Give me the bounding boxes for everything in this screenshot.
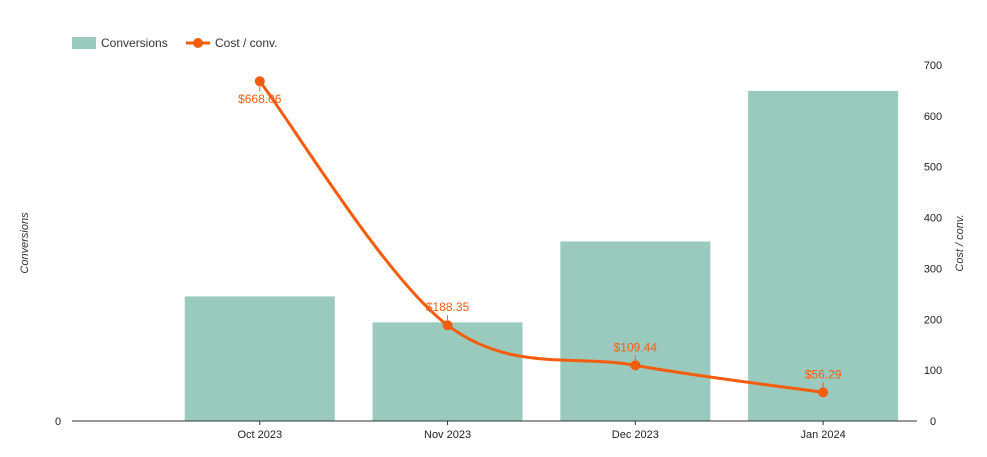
bar-conversions[interactable] <box>184 296 335 421</box>
x-tick-label: Dec 2023 <box>612 429 659 441</box>
right-axis-title: Cost / conv. <box>954 214 966 271</box>
bar-conversions[interactable] <box>560 241 711 421</box>
data-label-cost-per-conv: $109.44 <box>614 340 658 354</box>
cost-per-conv-point[interactable] <box>818 387 829 398</box>
legend-label-cost-per-conv: Cost / conv. <box>215 36 277 50</box>
right-axis-tick: 100 <box>924 365 942 377</box>
cost-per-conv-line <box>258 80 824 394</box>
legend-label-conversions: Conversions <box>101 36 168 50</box>
right-axis-tick: 600 <box>924 111 942 123</box>
legend-item-cost-per-conv[interactable]: Cost / conv. <box>186 36 277 50</box>
legend-item-conversions[interactable]: Conversions <box>72 36 168 50</box>
right-axis-tick: 500 <box>924 162 942 174</box>
left-axis-title: Conversions <box>19 212 31 274</box>
left-axis-tick: 0 <box>55 416 61 428</box>
right-axis-tick: 200 <box>924 314 942 326</box>
data-label-cost-per-conv: $56.29 <box>805 367 842 381</box>
bars <box>184 90 899 422</box>
legend-swatch-conversions <box>72 37 96 49</box>
cost-per-conv-point[interactable] <box>630 360 641 371</box>
x-tick-label: Oct 2023 <box>237 429 282 441</box>
cost-per-conv-series: $668.06 $188.35 $109.44 $56.29 <box>238 76 842 398</box>
legend: Conversions Cost / conv. <box>72 36 277 50</box>
x-tick-label: Nov 2023 <box>424 429 471 441</box>
data-label-cost-per-conv: $188.35 <box>426 300 470 314</box>
right-axis-tick: 300 <box>924 263 942 275</box>
right-axis-tick: 0 <box>930 416 936 428</box>
bar-conversions[interactable] <box>748 90 899 422</box>
right-axis-tick: 400 <box>924 213 942 225</box>
cost-per-conv-point[interactable] <box>442 320 453 331</box>
data-label-cost-per-conv: $668.06 <box>238 92 282 106</box>
cost-per-conv-point[interactable] <box>254 76 265 87</box>
legend-swatch-marker <box>193 38 203 48</box>
bar-conversions[interactable] <box>372 322 523 421</box>
right-axis-ticks: 0 100 200 300 400 500 600 700 <box>924 60 942 428</box>
right-axis-tick: 700 <box>924 60 942 72</box>
x-axis-ticks: Oct 2023 Nov 2023 Dec 2023 Jan 2024 <box>237 421 846 441</box>
x-tick-label: Jan 2024 <box>800 429 845 441</box>
